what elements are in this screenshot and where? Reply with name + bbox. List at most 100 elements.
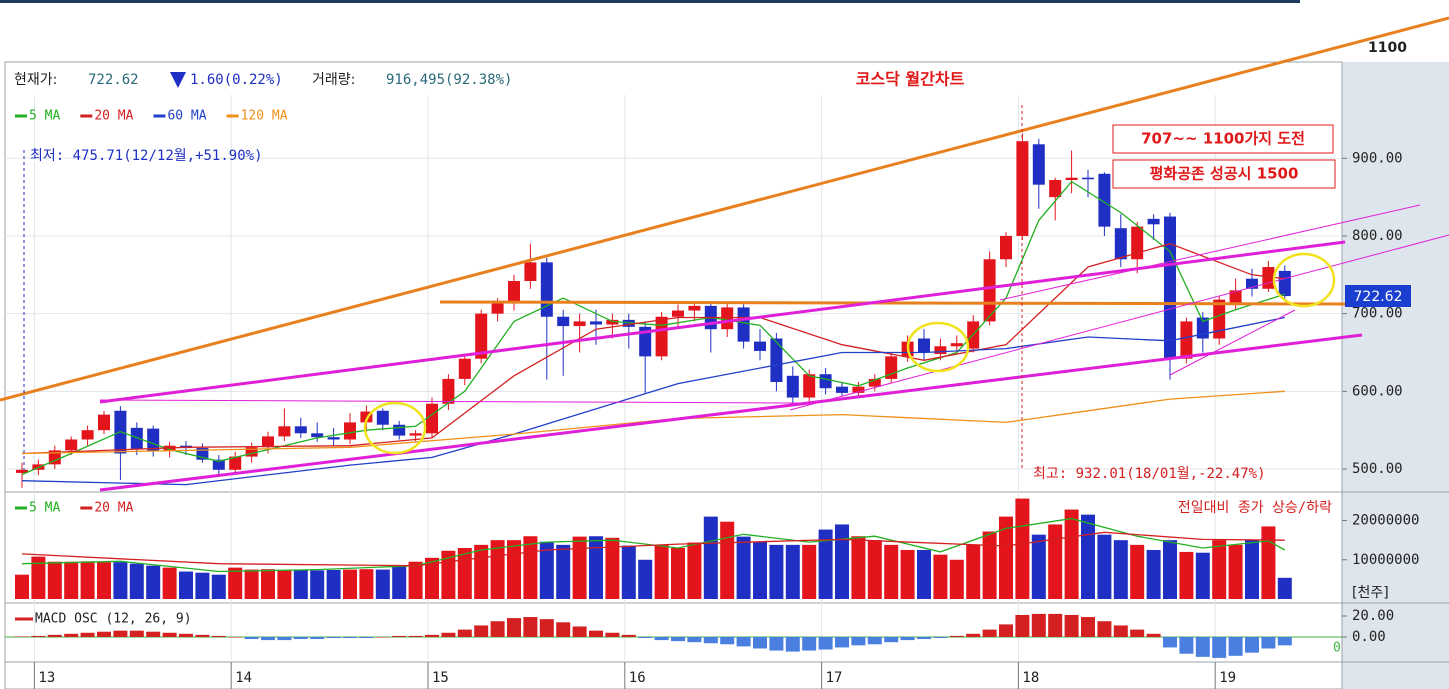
annotation: 최고: 932.01(18/01월,-22.47%) (1033, 466, 1266, 482)
osc-bar (867, 636, 882, 645)
volume-bar (310, 570, 325, 599)
osc-bar (146, 631, 161, 637)
osc-bar (605, 632, 620, 637)
candle-body (1262, 267, 1275, 289)
volume-bar (1081, 514, 1095, 599)
candle-body (1000, 235, 1012, 260)
volume-bar (1130, 544, 1145, 599)
candle-body (98, 414, 110, 431)
osc-bar (835, 636, 849, 648)
volume-bar (179, 571, 193, 599)
osc-bar (474, 625, 489, 637)
osc-bar (392, 635, 407, 637)
candle-body (409, 433, 422, 436)
volume-bar (1212, 540, 1227, 599)
candle-body (754, 341, 766, 351)
osc-bar (507, 618, 521, 637)
volume-bar (900, 549, 915, 599)
osc-bar (949, 635, 964, 637)
volume-bar (687, 542, 702, 599)
volume-bar (113, 562, 128, 599)
osc-bar (343, 636, 357, 638)
candle-body (229, 456, 242, 470)
candle-body (557, 316, 570, 327)
down-arrow (170, 72, 186, 88)
osc-bar (999, 624, 1013, 637)
volume-bar (736, 536, 751, 599)
candle-body (672, 310, 684, 317)
osc-bar (1195, 636, 1210, 657)
y-tick-label: 900.00 (1352, 150, 1403, 166)
y-tick-label: 20.00 (1352, 608, 1394, 624)
osc-bar (1064, 614, 1079, 637)
volume-bar (359, 569, 374, 599)
osc-bar (818, 636, 833, 650)
osc-bar (654, 636, 669, 641)
trend-line (0, 16, 1449, 402)
x-tick-label: 19 (1219, 670, 1236, 686)
volume-bar (621, 545, 636, 599)
candle-body (1032, 144, 1045, 185)
candle-body (376, 410, 389, 425)
candle-body (344, 422, 356, 440)
volume-bar (1261, 526, 1276, 599)
osc-bar (933, 636, 948, 638)
pane-title: MACD OSC (12, 26, 9) (35, 612, 192, 627)
candle-body (950, 343, 963, 347)
volume-bar (966, 544, 981, 599)
osc-bar (1031, 613, 1046, 637)
candle-body (278, 426, 291, 437)
candle-body (721, 307, 734, 330)
osc-bar (228, 636, 243, 638)
osc-bar (375, 636, 390, 638)
candle-body (81, 430, 94, 440)
volume-bar (802, 544, 817, 599)
osc-bar (917, 636, 931, 640)
osc-bar (966, 633, 981, 637)
x-tick-label: 17 (826, 670, 843, 686)
trend-line (99, 399, 801, 404)
legend-label: 5 MA (29, 501, 60, 516)
volume-bar (523, 536, 538, 599)
volume-bar (720, 521, 735, 599)
volume-bar (703, 516, 718, 599)
price-label: 현재가: (14, 72, 57, 88)
candle-body (426, 403, 438, 434)
candle-body (819, 374, 832, 389)
osc-bar (1245, 636, 1259, 653)
candle-body (688, 305, 701, 311)
ma-line (21, 180, 1285, 476)
candle-body (327, 437, 340, 440)
legend-label: 20 MA (94, 501, 133, 516)
trend-line (439, 300, 1350, 306)
volume-bar (80, 561, 95, 599)
x-tick-label: 18 (1022, 670, 1039, 686)
annotations: 1100 707~~ 1100가지 도전 평화공존 성공시 1500 최저: 4… (0, 16, 1449, 627)
osc-bar (129, 630, 144, 637)
y-tick-label: 500.00 (1352, 461, 1403, 477)
top-strip (0, 0, 1300, 3)
ma-line (21, 316, 1285, 486)
volume-bar (129, 563, 144, 599)
volume-bar (1163, 540, 1177, 599)
volume-bar (982, 531, 997, 599)
osc-bar (179, 633, 193, 637)
volume-bar (818, 529, 833, 599)
zero-label: 0 (1333, 640, 1341, 655)
osc-bar (113, 630, 128, 637)
osc-bar (539, 619, 554, 637)
note-box (1112, 159, 1336, 189)
osc-bar (425, 634, 439, 637)
osc-bar (457, 629, 472, 637)
candle-body (803, 374, 816, 398)
volume-bar (408, 561, 423, 599)
candle-body (852, 386, 865, 393)
volume-bar (917, 549, 931, 599)
volume-bar (162, 567, 177, 599)
volume-bar (31, 556, 46, 599)
osc-bar (802, 636, 817, 651)
candle-body (639, 326, 652, 357)
volume-bar (769, 544, 784, 599)
ma-line (21, 531, 1285, 567)
osc-bar (1179, 636, 1194, 654)
